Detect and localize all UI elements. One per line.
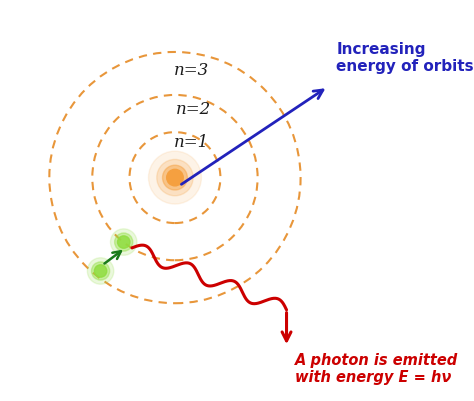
Text: Increasing
energy of orbits: Increasing energy of orbits bbox=[336, 42, 474, 74]
Circle shape bbox=[115, 233, 133, 251]
Circle shape bbox=[118, 236, 130, 248]
Text: n=1: n=1 bbox=[174, 134, 209, 152]
Circle shape bbox=[94, 265, 107, 277]
Circle shape bbox=[163, 165, 187, 190]
Circle shape bbox=[91, 262, 109, 280]
Text: n=2: n=2 bbox=[175, 101, 211, 118]
Circle shape bbox=[110, 229, 137, 255]
Circle shape bbox=[157, 160, 193, 196]
Circle shape bbox=[167, 169, 183, 186]
Circle shape bbox=[87, 258, 114, 284]
Text: n=3: n=3 bbox=[174, 62, 209, 79]
Circle shape bbox=[148, 151, 201, 204]
Text: A photon is emitted
with energy E = hν: A photon is emitted with energy E = hν bbox=[295, 353, 458, 385]
